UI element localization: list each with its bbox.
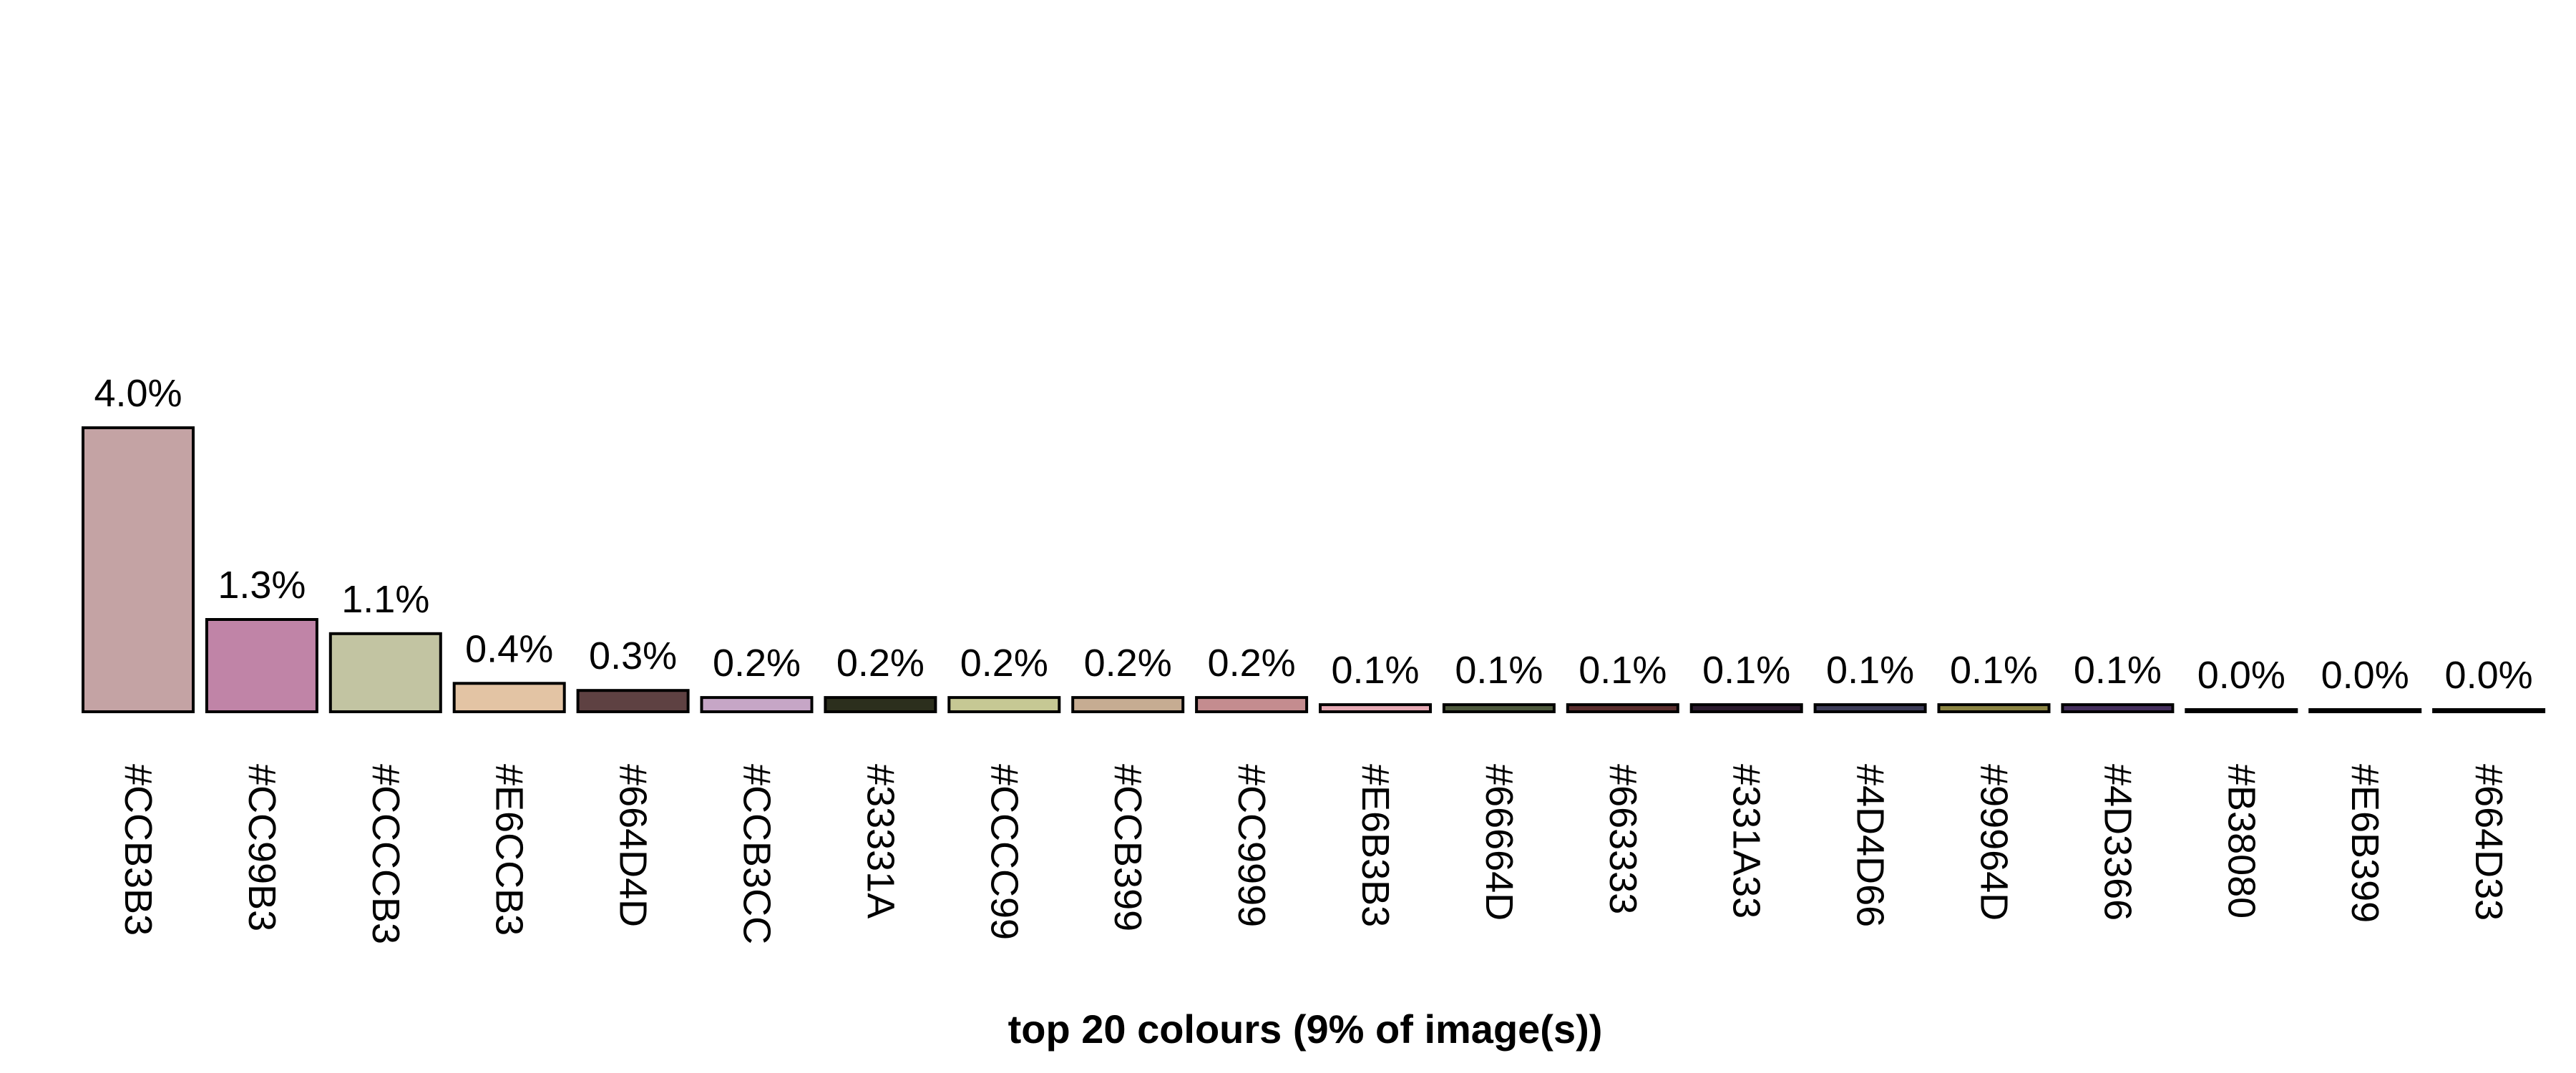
category-tick-label: #664D33 [2467,764,2510,921]
category-tick-label: #CC9999 [1230,764,1273,927]
category-tick-label: #4D4D66 [1849,764,1892,927]
bar-ccb399 [1071,696,1185,713]
bar-ccb3cc [700,696,814,713]
value-label: 0.2% [836,642,924,685]
bar-cc99b3 [205,618,318,713]
category-tick-label: #CCB3CC [736,764,779,944]
bar-66664d [1442,703,1556,713]
value-label: 0.1% [1455,649,1543,692]
value-label: 0.1% [1702,649,1790,692]
category-tick-label: #CCB399 [1106,764,1149,931]
bar-33331a [824,696,937,713]
bar-b38080 [2185,708,2298,713]
category-tick-label: #99964D [1973,764,2016,921]
category-tick-label: #664D4D [612,764,655,927]
category-tick-label: #331A33 [1725,764,1768,918]
bar-ccccb3 [328,632,442,713]
value-label: 0.2% [713,642,801,685]
bars-group [82,426,2546,714]
bar-e6b3b3 [1319,703,1432,713]
bar-e6ccb3 [452,682,566,713]
bar-cccc99 [947,696,1061,713]
value-label: 0.1% [1950,649,2038,692]
value-label: 0.2% [960,642,1048,685]
chart-title: top 20 colours (9% of image(s)) [1008,1006,1603,1052]
bar-4d4d66 [1813,703,1927,713]
bar-331a33 [1689,703,1803,713]
category-tick-label: #E6CCB3 [488,764,531,936]
value-label: 0.1% [1579,649,1667,692]
category-tick-label: #CCCC99 [982,764,1025,940]
value-label: 0.1% [2074,649,2162,692]
bar-664d4d [576,689,690,714]
value-label: 0.2% [1084,642,1172,685]
value-label: 0.0% [2445,654,2533,697]
bar-ccb3b3 [82,426,195,713]
bar-99964d [1937,703,2051,713]
bar-664d33 [2432,708,2546,713]
category-tick-label: #66664D [1478,764,1521,921]
category-tick-label: #33331A [859,764,902,918]
value-label: 0.0% [2321,654,2409,697]
category-tick-label: #4D3366 [2096,764,2139,921]
value-label: 0.4% [465,627,553,670]
category-tick-label: #E6B3B3 [1354,764,1397,927]
tick-labels-group: #CCB3B3 #CC99B3 #CCCCB3 #E6CCB3 #664D4D #CCB3… [117,764,2510,944]
value-label: 1.3% [218,564,306,607]
value-label: 0.1% [1826,649,1914,692]
category-tick-label: #663333 [1601,764,1644,914]
bar-cc9999 [1195,696,1309,713]
category-tick-label: #B38080 [2220,764,2263,918]
value-label: 0.3% [589,635,677,677]
value-labels-group: 4.0% 1.3% 1.1% 0.4% 0.3% 0.2% 0.2% 0.2% 0.2% 0.2%… [94,372,2532,697]
category-tick-label: #CCB3B3 [117,764,160,936]
category-tick-label: #E6B399 [2343,764,2386,923]
bar-663333 [1566,703,1679,713]
category-tick-label: #CC99B3 [240,764,283,931]
value-label: 0.2% [1208,642,1296,685]
bar-4d3366 [2061,703,2175,713]
value-label: 1.1% [341,578,429,621]
value-label: 0.0% [2197,654,2285,697]
value-label: 0.1% [1331,649,1419,692]
category-tick-label: #CCCCB3 [364,764,407,944]
value-label: 4.0% [94,372,182,415]
bar-e6b399 [2308,708,2422,713]
